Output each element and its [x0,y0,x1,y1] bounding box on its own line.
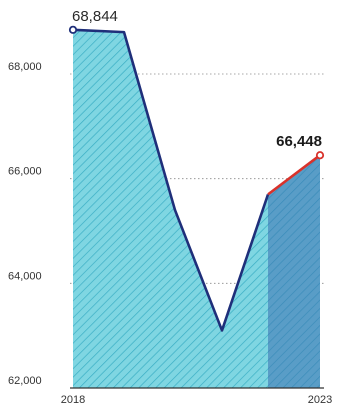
y-tick-label: 68,000 [8,61,42,73]
series-line [72,28,270,332]
x-tick-label: 2023 [308,394,332,406]
end-value-label: 66,448 [276,133,322,150]
label-layer: 68,844 66,448 [72,8,322,150]
y-tick-label: 66,000 [8,166,42,178]
y-tick-label: 64,000 [8,270,42,282]
area-fill [73,29,320,389]
x-tick-label: 2018 [61,394,85,406]
area-layer [73,29,320,389]
series-line-highlight [267,154,321,196]
highlight-band [268,155,320,388]
y-tick-label: 62,000 [8,375,42,387]
start-value-label: 68,844 [72,8,118,25]
axis-layer: 62,000 64,000 66,000 68,000 2018 2023 [8,61,332,406]
start-point-marker [68,25,78,34]
line-layer [68,25,325,332]
highlight-band-layer [268,155,320,388]
end-point-marker [315,151,325,160]
